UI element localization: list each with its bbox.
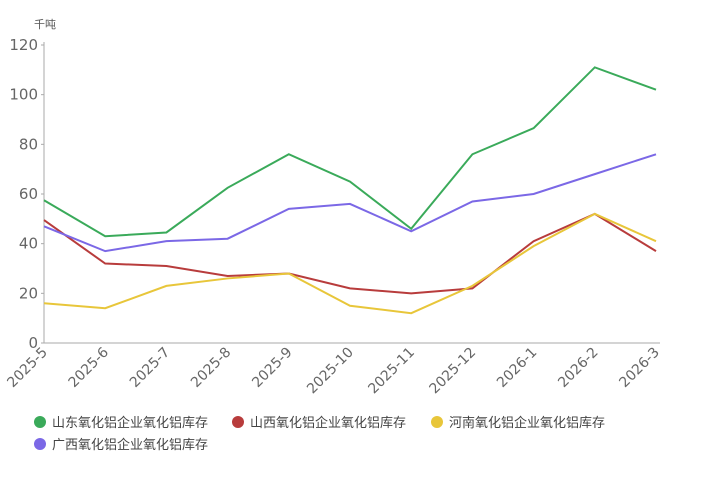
x-tick-label: 2025-11	[365, 345, 418, 398]
legend-marker	[34, 416, 46, 428]
legend-marker	[232, 416, 244, 428]
x-tick-label: 2025-7	[127, 345, 173, 391]
x-tick-label: 2025-8	[188, 345, 234, 391]
legend-marker	[34, 438, 46, 450]
x-tick-label: 2026-2	[555, 345, 601, 391]
legend-marker	[431, 416, 443, 428]
series-line	[43, 212, 657, 295]
series-line	[43, 153, 657, 253]
series-line	[43, 66, 657, 238]
y-tick-label: 100	[9, 86, 38, 104]
x-tick-label: 2025-10	[304, 345, 357, 398]
unit-label: 千吨	[34, 18, 56, 31]
series-line	[43, 212, 657, 315]
x-tick-label: 2026-3	[616, 345, 662, 391]
y-tick-label: 120	[9, 36, 38, 54]
legend-label: 山西氧化铝企业氧化铝库存	[250, 415, 406, 431]
x-tick-label: 2026-1	[494, 345, 540, 391]
x-tick-label: 2025-9	[249, 345, 295, 391]
y-tick-label: 80	[19, 135, 38, 153]
legend-label: 河南氧化铝企业氧化铝库存	[449, 415, 605, 431]
y-tick-label: 40	[19, 235, 38, 253]
x-tick-label: 2025-12	[427, 345, 480, 398]
legend-label: 山东氧化铝企业氧化铝库存	[52, 415, 208, 431]
y-tick-label: 20	[19, 284, 38, 302]
legend-label: 广西氧化铝企业氧化铝库存	[52, 437, 208, 453]
y-tick-label: 0	[28, 334, 38, 352]
x-tick-label: 2025-6	[66, 344, 112, 390]
y-tick-label: 60	[19, 185, 38, 203]
